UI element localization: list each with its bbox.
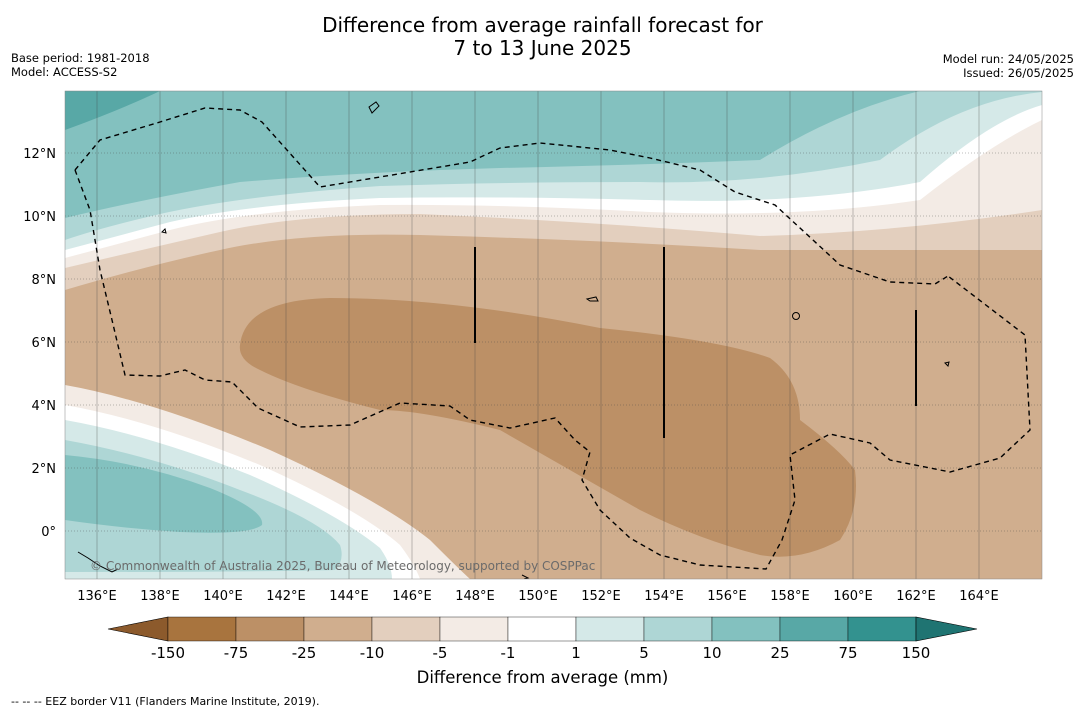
- colorbar-segment: [711, 616, 781, 642]
- copyright-text: © Commonwealth of Australia 2025, Bureau…: [90, 559, 595, 573]
- title-line-1: Difference from average rainfall forecas…: [322, 13, 763, 37]
- colorbar-tick-label: 5: [639, 644, 649, 662]
- map-frame: [64, 90, 1043, 580]
- lon-tick-label: 158°E: [770, 589, 810, 604]
- lon-tick-label: 150°E: [518, 589, 558, 604]
- colorbar-segment: [847, 616, 917, 642]
- lon-tick-label: 162°E: [896, 589, 936, 604]
- anomaly-band-plus75: [65, 91, 160, 130]
- coastlines: [77, 101, 950, 579]
- colorbar-tick-label: 10: [702, 644, 721, 662]
- anomaly-band-plus25: [65, 91, 920, 218]
- lon-tick-label: 138°E: [140, 589, 180, 604]
- colorbar-tick-label: -5: [433, 644, 448, 662]
- lon-tick-label: 140°E: [203, 589, 243, 604]
- colorbar-tick-label: 75: [838, 644, 857, 662]
- issued-date: Issued: 26/05/2025: [963, 66, 1074, 80]
- colorbar-segment: [235, 616, 305, 642]
- lon-tick-label: 156°E: [707, 589, 747, 604]
- island-palau: [161, 228, 167, 234]
- model-run: Model run: 24/05/2025: [942, 52, 1074, 66]
- lat-tick-label: 0°: [41, 525, 56, 540]
- lat-tick-label: 2°N: [32, 462, 57, 477]
- anomaly-band-minus75: [239, 298, 857, 557]
- colorbar-under-arrow: [107, 616, 169, 642]
- lon-tick-label: 136°E: [77, 589, 117, 604]
- latitude-gridlines: [65, 152, 1042, 532]
- lon-tick-label: 164°E: [959, 589, 999, 604]
- colorbar: -150 -75 -25 -10 -5 -1 1 5 10 25 75 150: [107, 616, 978, 662]
- colorbar-segment: [643, 616, 713, 642]
- colorbar-segment: [371, 616, 441, 642]
- colorbar-tick-label: -25: [292, 644, 317, 662]
- colorbar-tick-label: -1: [501, 644, 516, 662]
- island-chuuk: [585, 296, 599, 302]
- model-name: Model: ACCESS-S2: [11, 65, 118, 79]
- eez-borders: [74, 107, 1031, 570]
- lat-tick-label: 6°N: [32, 336, 57, 351]
- colorbar-segment: [507, 616, 577, 642]
- colorbar-segment: [303, 616, 373, 642]
- colorbar-segment: [167, 616, 237, 642]
- lat-tick-label: 8°N: [32, 273, 57, 288]
- colorbar-segment: [575, 616, 645, 642]
- colorbar-over-arrow: [915, 616, 978, 642]
- colorbar-segment: [439, 616, 509, 642]
- anomaly-lobe-plus25: [65, 455, 263, 533]
- island-bougainville: [77, 551, 119, 573]
- lat-tick-label: 12°N: [23, 147, 56, 162]
- longitude-gridlines: [96, 91, 980, 579]
- equator-markers: [474, 247, 917, 438]
- lon-tick-label: 160°E: [833, 589, 873, 604]
- longitude-tick-labels: 136°E 138°E 140°E 142°E 144°E 146°E 148°E 150°E…: [77, 589, 999, 604]
- lon-tick-label: 152°E: [581, 589, 621, 604]
- colorbar-tick-label: 25: [770, 644, 789, 662]
- base-period: Base period: 1981-2018: [11, 51, 150, 65]
- map-title: Difference from average rainfall forecas…: [0, 14, 1085, 60]
- island-kosrae: [944, 361, 950, 367]
- colorbar-segment: [779, 616, 849, 642]
- latitude-tick-labels: 12°N 10°N 8°N 6°N 4°N 2°N 0°: [23, 147, 56, 540]
- colorbar-tick-label: -10: [360, 644, 385, 662]
- title-line-2: 7 to 13 June 2025: [453, 36, 632, 60]
- island-pohnpei: [792, 312, 800, 320]
- colorbar-tick-label: -150: [151, 644, 185, 662]
- lat-tick-label: 4°N: [32, 399, 57, 414]
- lon-tick-label: 146°E: [392, 589, 432, 604]
- lon-tick-label: 154°E: [644, 589, 684, 604]
- lon-tick-label: 142°E: [266, 589, 306, 604]
- lon-tick-label: 148°E: [455, 589, 495, 604]
- eez-footnote: -- -- -- EEZ border V11 (Flanders Marine…: [11, 695, 320, 708]
- island-north: [368, 101, 380, 114]
- meta-left: Base period: 1981-2018 Model: ACCESS-S2: [11, 51, 150, 79]
- colorbar-title: Difference from average (mm): [416, 668, 669, 687]
- colorbar-tick-label: 1: [571, 644, 581, 662]
- island-nauru: [521, 574, 530, 579]
- lon-tick-label: 144°E: [329, 589, 369, 604]
- meta-right: Model run: 24/05/2025 Issued: 26/05/2025: [943, 52, 1074, 80]
- eez-border-west: [74, 107, 949, 285]
- colorbar-tick-label: 150: [902, 644, 931, 662]
- map-plot-area: [65, 91, 1042, 579]
- colorbar-tick-label: -75: [224, 644, 249, 662]
- lat-tick-label: 10°N: [23, 210, 56, 225]
